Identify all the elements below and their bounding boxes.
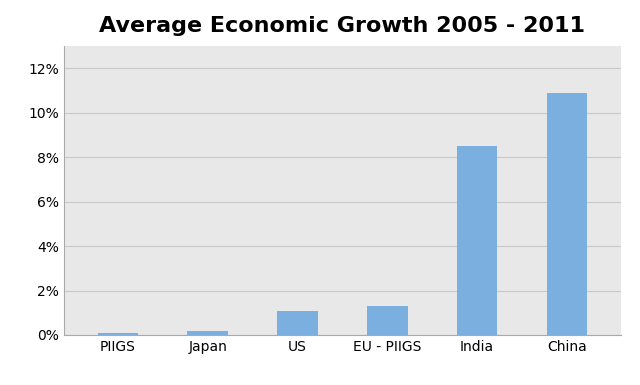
Bar: [188, 330, 228, 335]
Bar: [367, 306, 408, 335]
Bar: [547, 93, 587, 335]
Bar: [277, 311, 317, 335]
Bar: [457, 146, 497, 335]
Title: Average Economic Growth 2005 - 2011: Average Economic Growth 2005 - 2011: [99, 16, 586, 36]
Bar: [98, 333, 138, 335]
